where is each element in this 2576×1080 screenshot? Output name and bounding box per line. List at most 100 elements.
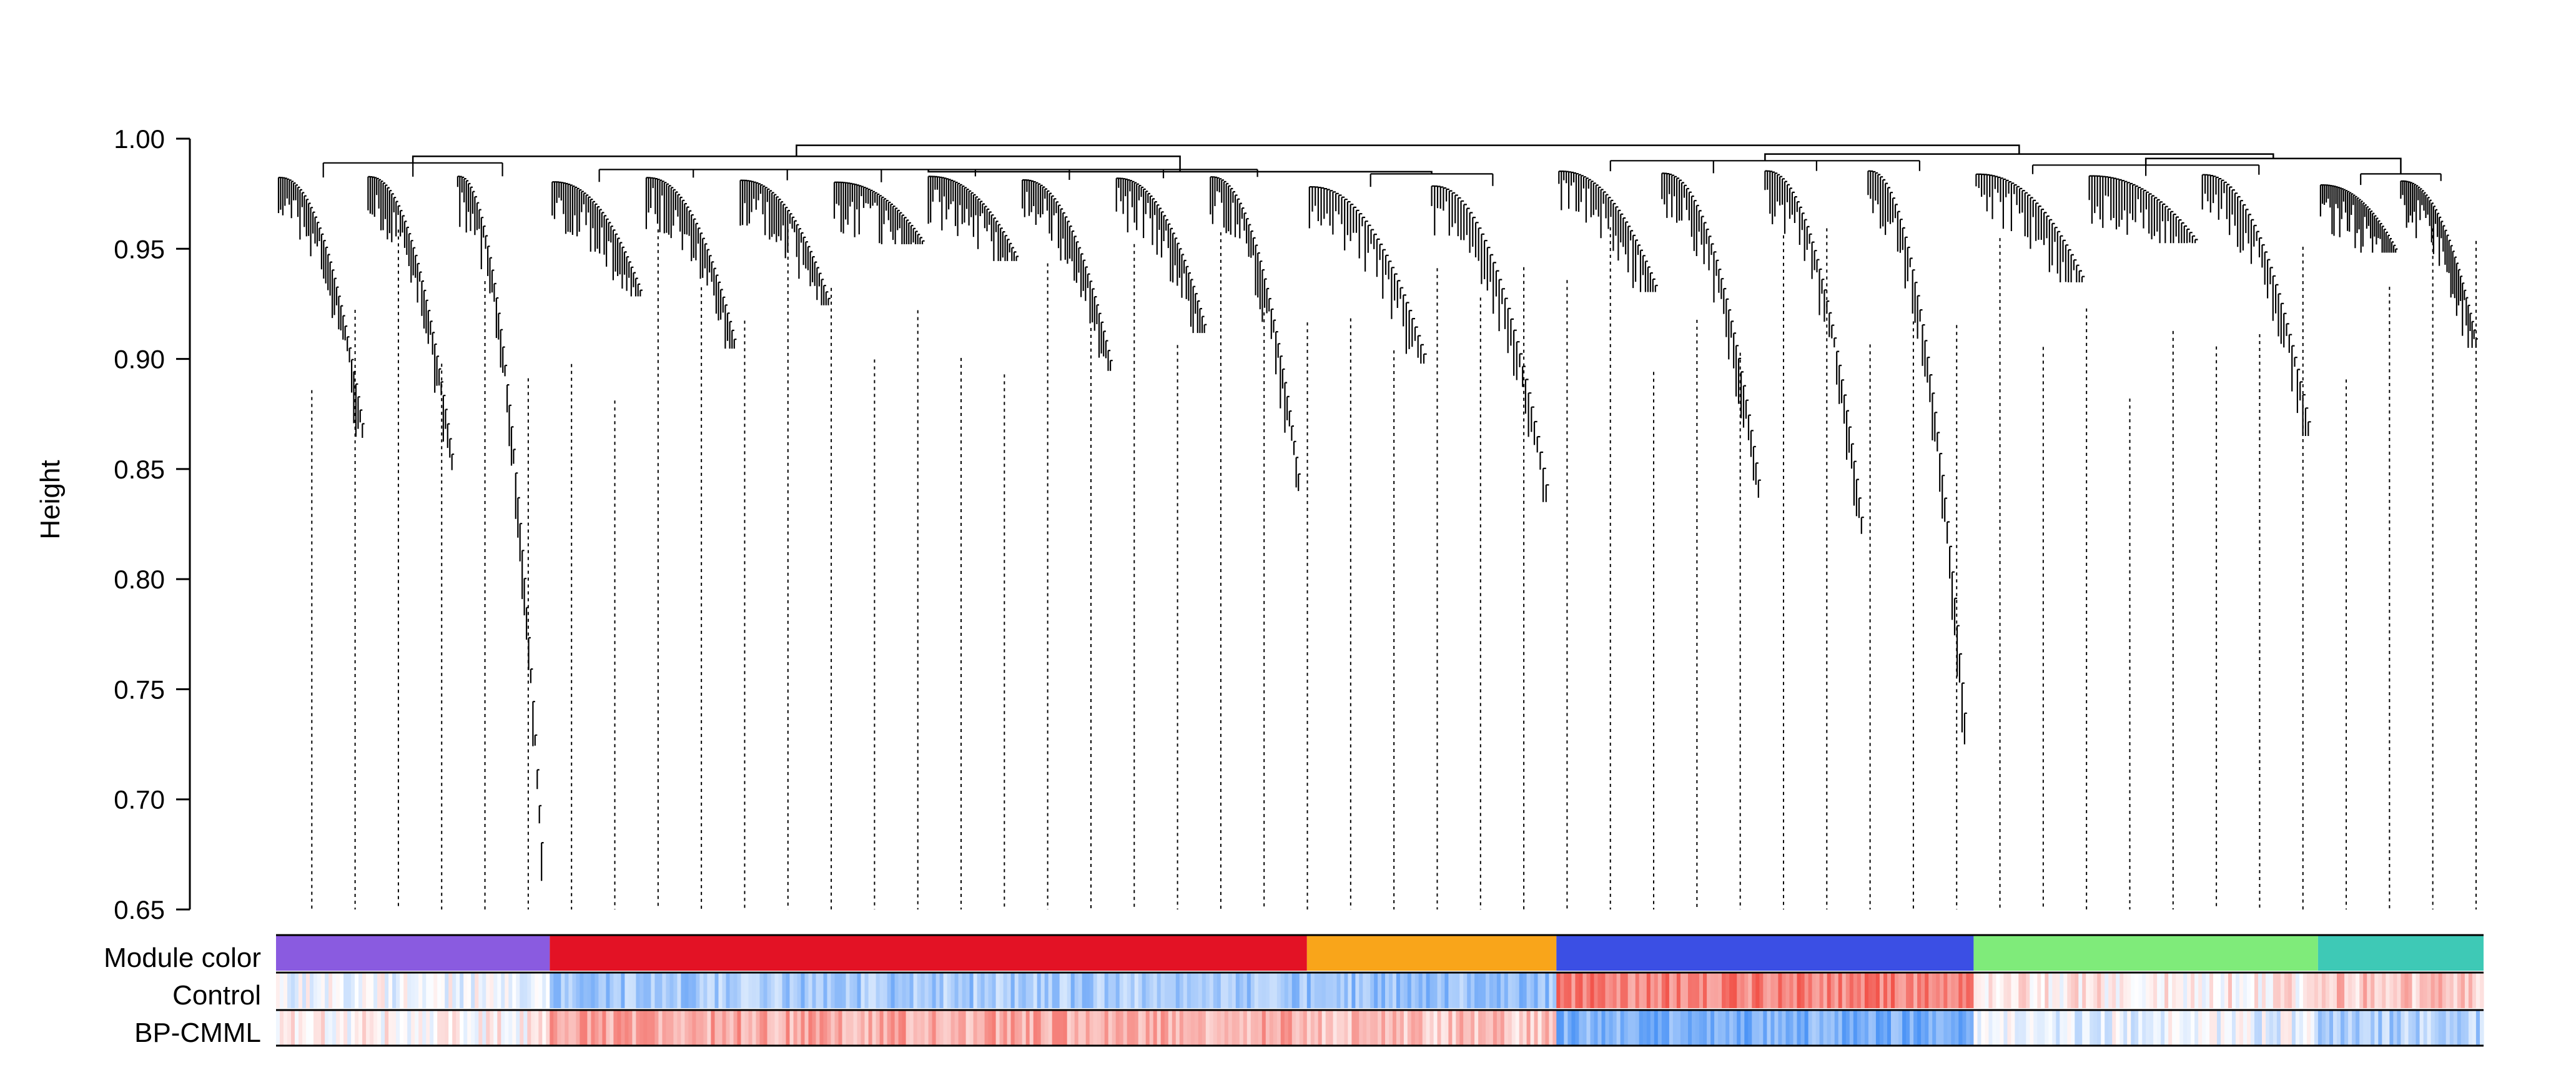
bp-cmml-strip xyxy=(2280,1010,2285,1046)
bp-cmml-strip xyxy=(1370,1010,1374,1046)
module-color-block xyxy=(276,935,550,971)
bp-cmml-strip xyxy=(1067,1010,1072,1046)
dendrogram-guide-lines xyxy=(311,227,2477,909)
control-strip xyxy=(984,973,989,1008)
control-strip xyxy=(2172,973,2176,1008)
control-strip xyxy=(1808,973,1813,1008)
control-strip xyxy=(1710,973,1715,1008)
bp-cmml-strip xyxy=(1692,1010,1696,1046)
bp-cmml-strip xyxy=(1740,1010,1745,1046)
control-strip xyxy=(894,973,899,1008)
control-strip xyxy=(906,973,910,1008)
control-strip xyxy=(801,973,806,1008)
bp-cmml-strip xyxy=(2149,1010,2154,1046)
bp-cmml-strip xyxy=(1190,1010,1195,1046)
bp-cmml-strip xyxy=(1552,1010,1557,1046)
bp-cmml-strip xyxy=(853,1010,858,1046)
control-strip xyxy=(853,973,858,1008)
bp-cmml-strip xyxy=(1022,1010,1027,1046)
control-strip xyxy=(707,973,711,1008)
module-color-block xyxy=(1973,935,2318,971)
bp-cmml-strip xyxy=(343,1010,348,1046)
bp-cmml-strip xyxy=(1752,1010,1756,1046)
bp-cmml-strip xyxy=(572,1010,576,1046)
control-strip xyxy=(1123,973,1128,1008)
control-strip xyxy=(722,973,727,1008)
control-strip xyxy=(1508,973,1513,1008)
control-strip xyxy=(1657,973,1662,1008)
bp-cmml-strip xyxy=(1759,1010,1764,1046)
bp-cmml-strip xyxy=(2284,1010,2289,1046)
bp-cmml-strip xyxy=(1586,1010,1591,1046)
control-strip xyxy=(1082,973,1087,1008)
bp-cmml-strip xyxy=(501,1010,505,1046)
control-strip xyxy=(463,973,468,1008)
bp-cmml-strip xyxy=(1093,1010,1098,1046)
bp-cmml-strip xyxy=(1853,1010,1858,1046)
control-strip xyxy=(1797,973,1802,1008)
bp-cmml-strip xyxy=(497,1010,501,1046)
control-strip xyxy=(2206,973,2210,1008)
bp-cmml-strip xyxy=(2179,1010,2184,1046)
bp-cmml-strip xyxy=(1344,1010,1349,1046)
bp-cmml-strip xyxy=(2363,1010,2367,1046)
bp-cmml-strip xyxy=(1744,1010,1749,1046)
control-strip xyxy=(1115,973,1120,1008)
control-strip xyxy=(1654,973,1659,1008)
control-strip xyxy=(696,973,700,1008)
control-strip xyxy=(1250,973,1255,1008)
control-strip xyxy=(2325,973,2330,1008)
bp-cmml-strip xyxy=(621,1010,625,1046)
control-strip xyxy=(1763,973,1767,1008)
bp-cmml-strip xyxy=(460,1010,464,1046)
bp-cmml-strip xyxy=(2359,1010,2364,1046)
control-strip xyxy=(2341,973,2345,1008)
control-strip xyxy=(1988,973,1993,1008)
dendrogram-tree xyxy=(277,144,2478,881)
control-strip xyxy=(1556,973,1561,1008)
bp-cmml-strip xyxy=(2060,1010,2064,1046)
control-strip xyxy=(2041,973,2045,1008)
bp-cmml-strip xyxy=(565,1010,569,1046)
bp-cmml-strip xyxy=(1456,1010,1460,1046)
control-strip xyxy=(2269,973,2274,1008)
bp-cmml-strip xyxy=(546,1010,550,1046)
bp-cmml-strip xyxy=(1340,1010,1345,1046)
bp-cmml-strip xyxy=(1695,1010,1700,1046)
bp-cmml-strip xyxy=(1943,1010,1948,1046)
bp-cmml-strip xyxy=(1650,1010,1655,1046)
control-strip xyxy=(2348,973,2352,1008)
control-strip xyxy=(947,973,952,1008)
bp-cmml-strip xyxy=(1396,1010,1401,1046)
control-strip xyxy=(2243,973,2248,1008)
root-merge xyxy=(796,144,2020,157)
bp-cmml-strip xyxy=(643,1010,648,1046)
control-strip xyxy=(726,973,731,1008)
bp-cmml-strip xyxy=(2090,1010,2094,1046)
bp-cmml-strip xyxy=(1910,1010,1914,1046)
control-strip xyxy=(1175,973,1180,1008)
control-strip xyxy=(2356,973,2360,1008)
bp-cmml-strip xyxy=(1845,1010,1850,1046)
control-strip xyxy=(2097,973,2101,1008)
control-strip xyxy=(2232,973,2236,1008)
bp-cmml-strip xyxy=(1800,1010,1805,1046)
bp-cmml-strip xyxy=(1070,1010,1075,1046)
bp-cmml-strip xyxy=(1526,1010,1531,1046)
control-strip xyxy=(2082,973,2086,1008)
control-strip xyxy=(778,973,783,1008)
bp-cmml-strip xyxy=(632,1010,636,1046)
control-strip xyxy=(1089,973,1094,1008)
bp-cmml-strip xyxy=(1403,1010,1408,1046)
control-strip xyxy=(1489,973,1494,1008)
bp-cmml-strip xyxy=(2011,1010,2015,1046)
control-strip xyxy=(328,973,333,1008)
bp-cmml-strip xyxy=(977,1010,982,1046)
control-strip xyxy=(812,973,817,1008)
control-strip xyxy=(1478,973,1483,1008)
control-strip xyxy=(2273,973,2277,1008)
bp-cmml-strip xyxy=(332,1010,337,1046)
control-strip xyxy=(1590,973,1595,1008)
control-strip xyxy=(343,973,348,1008)
control-strip xyxy=(1891,973,1895,1008)
